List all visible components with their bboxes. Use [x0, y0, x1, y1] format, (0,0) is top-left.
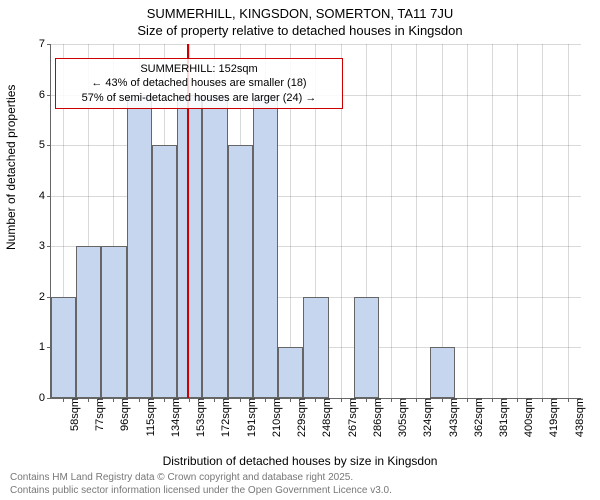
x-tick-mark — [113, 398, 114, 402]
y-axis-label: Number of detached properties — [4, 85, 18, 250]
chart-title-sub: Size of property relative to detached ho… — [0, 23, 600, 38]
x-tick-label: 210sqm — [269, 398, 283, 437]
grid-line-v — [416, 44, 417, 398]
x-tick-label: 191sqm — [244, 398, 258, 437]
footer-line-2: Contains public sector information licen… — [10, 485, 392, 498]
x-tick-mark — [542, 398, 543, 402]
grid-line-v — [492, 44, 493, 398]
y-tick-label: 4 — [39, 190, 51, 202]
grid-line-v — [568, 44, 569, 398]
x-tick-label: 248sqm — [319, 398, 333, 437]
x-tick-label: 324sqm — [420, 398, 434, 437]
x-tick-mark — [164, 398, 165, 402]
x-tick-mark — [442, 398, 443, 402]
footer-attribution: Contains HM Land Registry data © Crown c… — [10, 472, 392, 497]
x-tick-label: 134sqm — [168, 398, 182, 437]
x-tick-label: 58sqm — [67, 398, 81, 431]
histogram-bar — [177, 95, 202, 398]
grid-line-v — [542, 44, 543, 398]
y-tick-label: 3 — [39, 240, 51, 252]
histogram-bar — [354, 297, 379, 398]
x-tick-label: 115sqm — [143, 398, 157, 436]
x-tick-label: 96sqm — [117, 398, 131, 431]
histogram-bar — [253, 95, 278, 398]
x-tick-label: 153sqm — [193, 398, 207, 437]
x-axis-label: Distribution of detached houses by size … — [0, 454, 600, 468]
x-tick-mark — [517, 398, 518, 402]
x-tick-mark — [366, 398, 367, 402]
histogram-bar — [76, 246, 101, 398]
x-tick-mark — [315, 398, 316, 402]
x-tick-label: 172sqm — [218, 398, 232, 437]
x-tick-mark — [214, 398, 215, 402]
histogram-bar — [51, 297, 76, 398]
grid-line-v — [391, 44, 392, 398]
histogram-bar — [202, 95, 227, 398]
histogram-bar — [152, 145, 177, 398]
annotation-line-3: 57% of semi-detached houses are larger (… — [64, 91, 334, 105]
y-tick-label: 7 — [39, 38, 51, 50]
histogram-bar — [228, 145, 253, 398]
x-tick-label: 267sqm — [345, 398, 359, 437]
histogram-bar — [101, 246, 126, 398]
x-tick-label: 438sqm — [572, 398, 586, 437]
histogram-bar — [303, 297, 328, 398]
x-tick-label: 419sqm — [546, 398, 560, 437]
y-tick-label: 1 — [39, 341, 51, 353]
footer-line-1: Contains HM Land Registry data © Crown c… — [10, 472, 392, 485]
x-tick-mark — [568, 398, 569, 402]
annotation-line-2: ← 43% of detached houses are smaller (18… — [64, 76, 334, 90]
x-tick-mark — [492, 398, 493, 402]
x-tick-label: 77sqm — [92, 398, 106, 431]
chart-container: SUMMERHILL, KINGSDON, SOMERTON, TA11 7JU… — [0, 0, 600, 500]
grid-line-v — [442, 44, 443, 398]
x-tick-mark — [265, 398, 266, 402]
x-tick-mark — [88, 398, 89, 402]
grid-line-v — [517, 44, 518, 398]
x-tick-mark — [391, 398, 392, 402]
x-tick-label: 362sqm — [471, 398, 485, 437]
chart-title-main: SUMMERHILL, KINGSDON, SOMERTON, TA11 7JU — [0, 6, 600, 21]
histogram-bar — [127, 95, 152, 398]
x-tick-mark — [416, 398, 417, 402]
x-tick-label: 343sqm — [446, 398, 460, 437]
x-tick-mark — [341, 398, 342, 402]
x-tick-mark — [290, 398, 291, 402]
grid-line-v — [467, 44, 468, 398]
x-tick-mark — [139, 398, 140, 402]
annotation-box: SUMMERHILL: 152sqm← 43% of detached hous… — [55, 58, 343, 109]
annotation-line-1: SUMMERHILL: 152sqm — [64, 62, 334, 76]
x-tick-label: 229sqm — [294, 398, 308, 437]
plot-area: 0123456758sqm77sqm96sqm115sqm134sqm153sq… — [50, 44, 581, 399]
x-tick-label: 305sqm — [395, 398, 409, 437]
x-tick-mark — [189, 398, 190, 402]
histogram-bar — [430, 347, 455, 398]
y-tick-label: 5 — [39, 139, 51, 151]
y-tick-label: 6 — [39, 89, 51, 101]
y-tick-label: 0 — [39, 392, 51, 404]
x-tick-label: 286sqm — [370, 398, 384, 437]
x-tick-label: 400sqm — [521, 398, 535, 437]
x-tick-mark — [467, 398, 468, 402]
histogram-bar — [278, 347, 303, 398]
x-tick-label: 381sqm — [496, 398, 510, 437]
x-tick-mark — [63, 398, 64, 402]
y-tick-label: 2 — [39, 291, 51, 303]
x-tick-mark — [240, 398, 241, 402]
